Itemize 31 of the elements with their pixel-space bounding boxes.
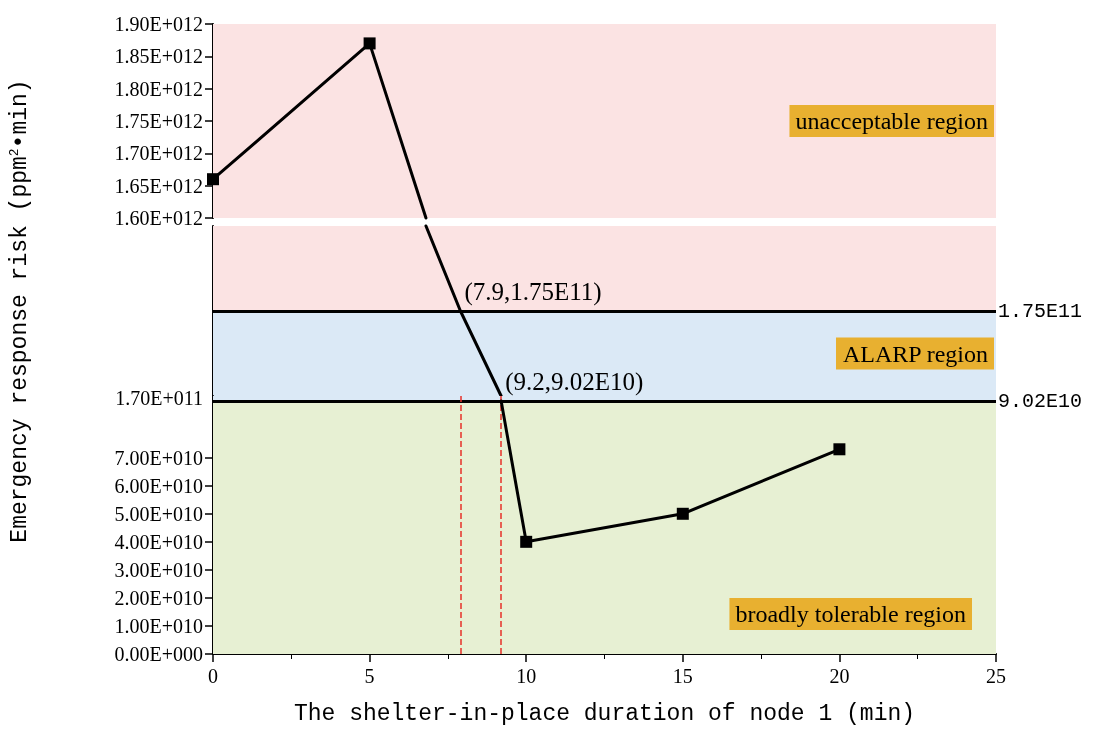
text: 1.70E+011 — [115, 387, 203, 409]
y-tick-label: 0.00E+000 — [114, 643, 203, 665]
band-label: ALARP region — [842, 340, 988, 367]
y-tick-label: 4.00E+010 — [114, 530, 203, 553]
x-tick-label: 5 — [364, 665, 375, 687]
y-tick-label: 3.00E+010 — [114, 558, 203, 581]
x-tick-label: 0 — [208, 665, 218, 687]
annotation: (9.2,9.02E10) — [505, 368, 644, 397]
y-tick-label: 1.75E+012 — [114, 110, 203, 132]
y-tick-label: 7.00E+010 — [114, 446, 203, 469]
x-axis-title: The shelter-in-place duration of node 1 (min) — [293, 700, 916, 727]
y-tick-label: 5.00E+010 — [114, 502, 203, 525]
y-tick-label: 1.65E+012 — [114, 174, 203, 197]
band-label: broadly tolerable region — [735, 601, 966, 627]
y-axis-title: Emergency response risk (ppm2•min) — [6, 79, 33, 543]
x-tick-label: 25 — [986, 665, 1006, 687]
y-tick-label: 1.60E+012 — [114, 207, 203, 229]
band-label: unacceptable region — [795, 108, 988, 134]
y-tick-label: 1.85E+012 — [114, 45, 203, 68]
y-tick-label: 1.00E+010 — [114, 614, 203, 637]
x-tick-label: 10 — [516, 665, 537, 687]
annotation: (7.9,1.75E11) — [464, 278, 602, 306]
y-tick-label: 6.00E+010 — [114, 474, 203, 497]
y-tick-label: 1.70E+012 — [114, 142, 203, 165]
y-tick-label: 1.90E+012 — [114, 13, 203, 35]
ref-line-label: 1.75E11 — [998, 299, 1083, 323]
x-tick-label: 20 — [829, 665, 850, 687]
y-tick-label: 2.00E+010 — [114, 586, 203, 609]
ref-line-label: 9.02E10 — [998, 389, 1083, 413]
y-tick-label: 1.80E+012 — [114, 77, 203, 100]
x-tick-label: 15 — [672, 665, 693, 687]
